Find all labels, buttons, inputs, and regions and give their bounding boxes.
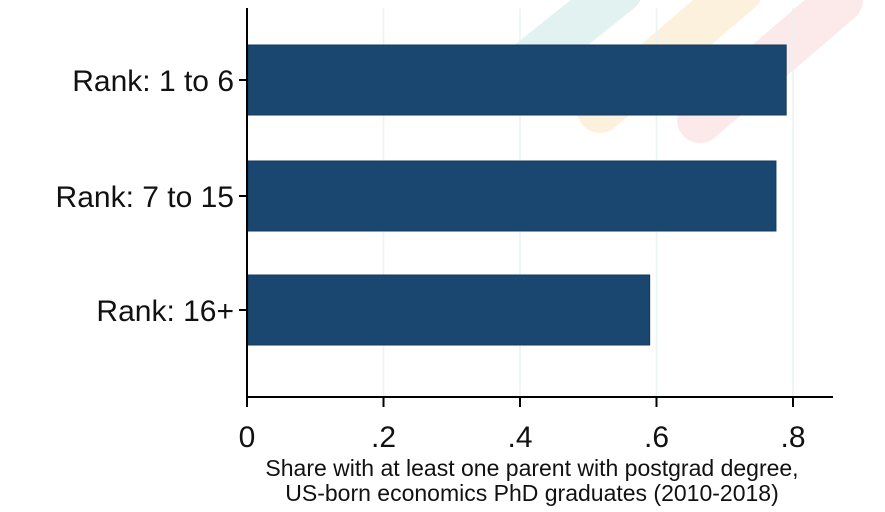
x-tick-label-1: .2 <box>371 421 396 454</box>
category-label-3: Rank: 16+ <box>96 295 234 328</box>
x-axis-title-line-2: US-born economics PhD graduates (2010-20… <box>285 480 779 506</box>
x-ticks: 0 .2 .4 .6 .8 <box>239 397 806 454</box>
x-tick-label-4: .8 <box>780 421 805 454</box>
axes <box>246 8 833 398</box>
bar-3 <box>247 274 651 346</box>
x-tick-label-3: .6 <box>644 421 669 454</box>
bar-2 <box>247 160 777 232</box>
bars <box>247 44 787 346</box>
x-axis-title-line-1: Share with at least one parent with post… <box>265 455 798 481</box>
x-tick-label-0: 0 <box>239 421 256 454</box>
x-tick-label-2: .4 <box>507 421 532 454</box>
category-label-1: Rank: 1 to 6 <box>72 65 234 98</box>
x-axis-title: Share with at least one parent with post… <box>265 455 798 506</box>
category-labels: Rank: 1 to 6 Rank: 7 to 15 Rank: 16+ <box>56 65 247 328</box>
category-label-2: Rank: 7 to 15 <box>56 181 234 214</box>
bar-1 <box>247 44 787 116</box>
